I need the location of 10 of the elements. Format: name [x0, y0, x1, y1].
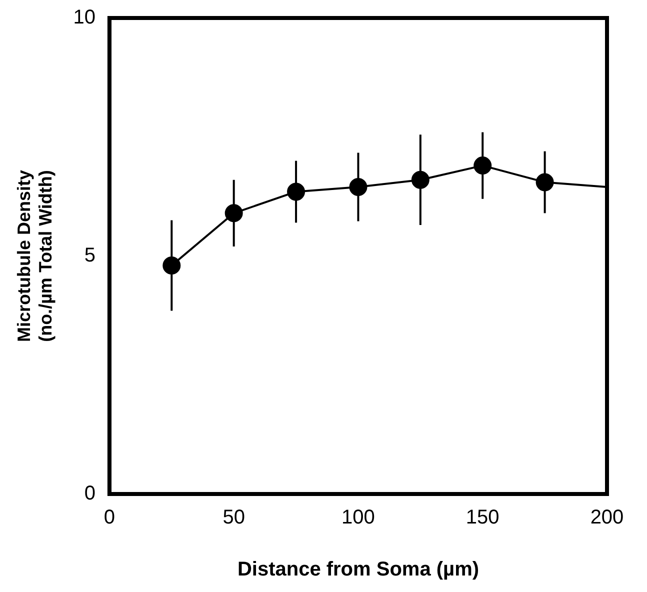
y-axis-title: Microtubule Density (no./µm Total Width) [14, 170, 56, 342]
x-tick-label: 100 [342, 506, 375, 529]
x-tick-label: 150 [466, 506, 500, 529]
y-tick-label: 10 [73, 6, 96, 29]
x-tick-label: 50 [222, 506, 245, 529]
x-tick-label: 0 [104, 506, 116, 529]
y-tick-label: 5 [84, 244, 96, 267]
x-tick-label: 200 [590, 506, 624, 529]
x-axis-title: Distance from Soma (µm) [237, 558, 480, 581]
y-tick-label: 0 [84, 482, 96, 505]
